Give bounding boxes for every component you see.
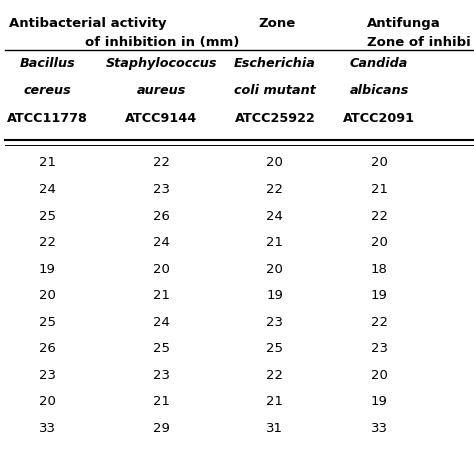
Text: 19: 19 [266,289,283,302]
Text: 21: 21 [266,236,283,249]
Text: 29: 29 [153,422,170,435]
Text: ATCC2091: ATCC2091 [343,112,415,125]
Text: 22: 22 [371,316,388,328]
Text: 33: 33 [371,422,388,435]
Text: 23: 23 [153,369,170,382]
Text: 21: 21 [371,183,388,196]
Text: 20: 20 [153,263,170,275]
Text: Zone of inhibi: Zone of inhibi [367,36,471,48]
Text: 22: 22 [371,210,388,222]
Text: 20: 20 [371,369,388,382]
Text: aureus: aureus [137,84,186,97]
Text: 23: 23 [266,316,283,328]
Text: 25: 25 [39,316,56,328]
Text: 21: 21 [266,395,283,408]
Text: 19: 19 [371,395,388,408]
Text: 25: 25 [39,210,56,222]
Text: ATCC11778: ATCC11778 [7,112,88,125]
Text: 20: 20 [266,156,283,169]
Text: albicans: albicans [349,84,409,97]
Text: 19: 19 [371,289,388,302]
Text: 22: 22 [266,369,283,382]
Text: 21: 21 [153,395,170,408]
Text: 20: 20 [266,263,283,275]
Text: 20: 20 [39,395,56,408]
Text: 33: 33 [39,422,56,435]
Text: 23: 23 [153,183,170,196]
Text: 24: 24 [153,236,170,249]
Text: 24: 24 [266,210,283,222]
Text: Staphylococcus: Staphylococcus [105,57,217,70]
Text: 20: 20 [371,236,388,249]
Text: Antibacterial activity: Antibacterial activity [9,17,167,29]
Text: 25: 25 [266,342,283,355]
Text: 20: 20 [39,289,56,302]
Text: 31: 31 [266,422,283,435]
Text: ATCC9144: ATCC9144 [125,112,197,125]
Text: 24: 24 [39,183,56,196]
Text: Escherichia: Escherichia [234,57,316,70]
Text: 23: 23 [39,369,56,382]
Text: cereus: cereus [24,84,71,97]
Text: 21: 21 [39,156,56,169]
Text: coli mutant: coli mutant [234,84,316,97]
Text: 18: 18 [371,263,388,275]
Text: 26: 26 [39,342,56,355]
Text: Zone: Zone [259,17,296,29]
Text: 22: 22 [39,236,56,249]
Text: 26: 26 [153,210,170,222]
Text: 23: 23 [371,342,388,355]
Text: 24: 24 [153,316,170,328]
Text: 20: 20 [371,156,388,169]
Text: 21: 21 [153,289,170,302]
Text: 19: 19 [39,263,56,275]
Text: of inhibition in (mm): of inhibition in (mm) [85,36,240,48]
Text: ATCC25922: ATCC25922 [235,112,315,125]
Text: Candida: Candida [350,57,409,70]
Text: Antifunga: Antifunga [367,17,441,29]
Text: 25: 25 [153,342,170,355]
Text: Bacillus: Bacillus [19,57,75,70]
Text: 22: 22 [153,156,170,169]
Text: 22: 22 [266,183,283,196]
